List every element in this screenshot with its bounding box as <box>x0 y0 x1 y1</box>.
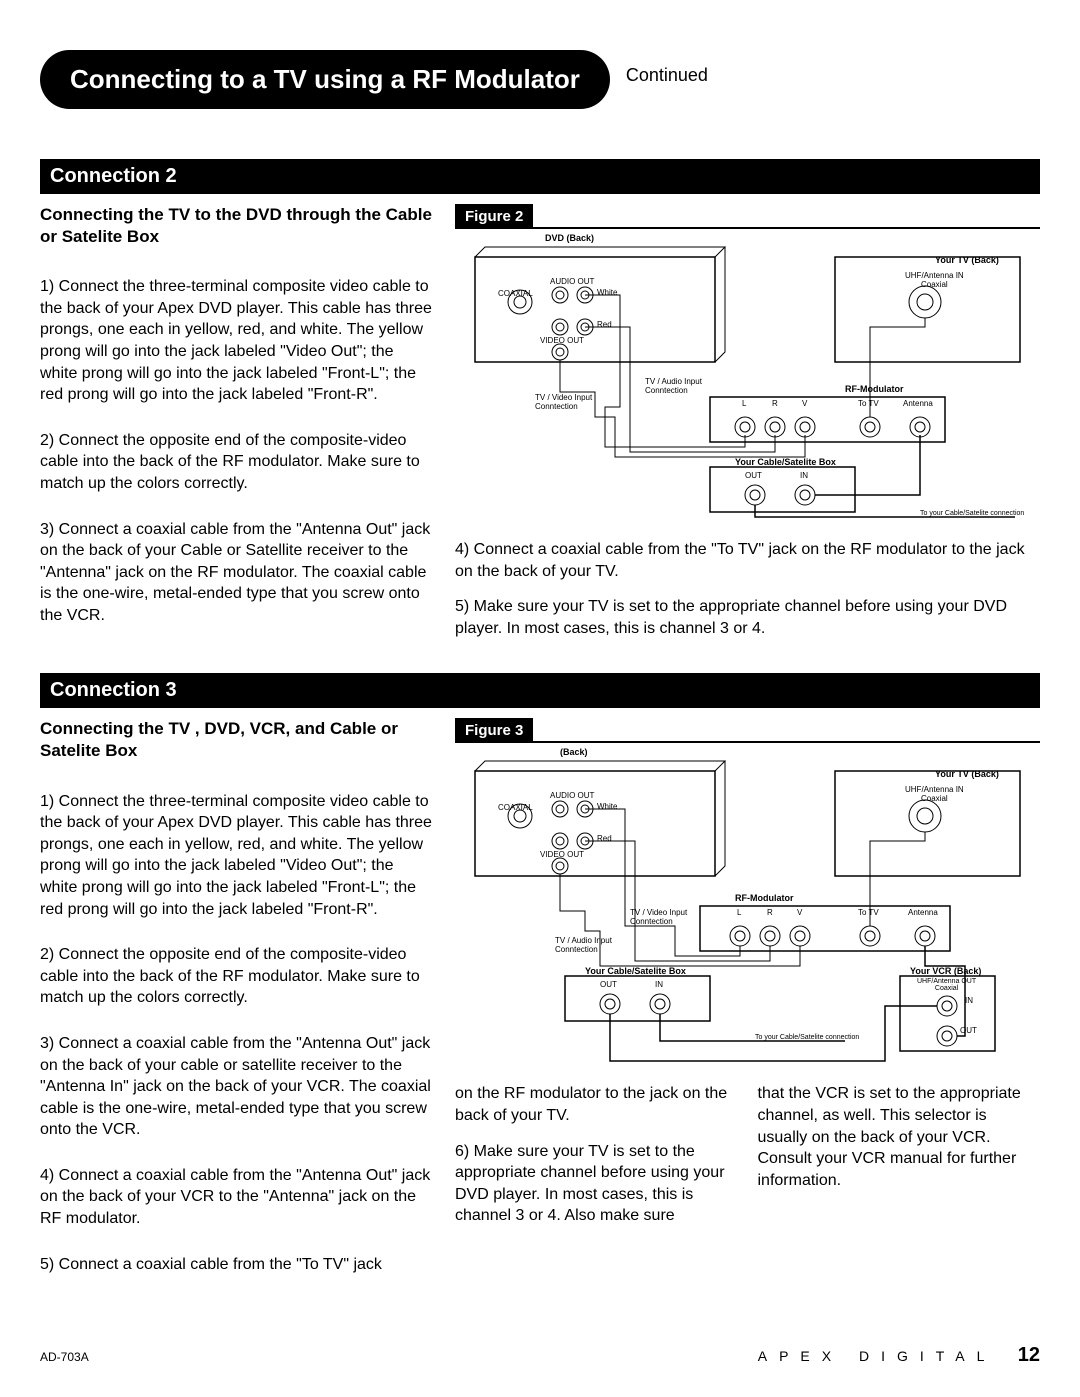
coaxial3: COAXIAL <box>498 803 533 812</box>
page-title-pill: Connecting to a TV using a RF Modulator <box>40 50 610 109</box>
brand-name: APEX DIGITAL <box>758 1348 997 1364</box>
ant3: Antenna <box>908 908 938 917</box>
vcr-label: Your VCR (Back) <box>910 966 981 976</box>
l-label: L <box>742 399 746 408</box>
connection3-col2: on the RF modulator to the jack on the b… <box>455 1083 738 1241</box>
connection3-bar: Connection 3 <box>40 673 1040 708</box>
connection2-step1: 1) Connect the three-terminal composite … <box>40 276 435 406</box>
connection2-bar: Connection 2 <box>40 159 1040 194</box>
figure2-label-row: Figure 2 <box>455 204 1040 229</box>
tocable-label: To your Cable/Satelite connection <box>920 510 1024 517</box>
white3: White <box>597 802 617 811</box>
rf-label: RF-Modulator <box>845 384 904 394</box>
vcrout: OUT <box>960 1026 977 1035</box>
connection3-step2: 2) Connect the opposite end of the compo… <box>40 944 435 1009</box>
cablebox-label3: Your Cable/Satelite Box <box>585 966 686 976</box>
uhf3: UHF/Antenna IN Coaxial <box>905 785 964 803</box>
connection3-right: Figure 3 <box>455 718 1040 1289</box>
figure2-label: Figure 2 <box>455 204 533 229</box>
uhfout3: UHF/Antenna OUT Coaxial <box>917 978 976 992</box>
connection3-step3: 3) Connect a coaxial cable from the "Ant… <box>40 1033 435 1141</box>
tv-label3: Your TV (Back) <box>935 769 999 779</box>
in3: IN <box>655 980 663 989</box>
videoout3: VIDEO OUT <box>540 850 584 859</box>
page-header: Connecting to a TV using a RF Modulator … <box>40 50 1040 109</box>
connection3-col3: that the VCR is set to the appropriate c… <box>758 1083 1041 1241</box>
audioout3: AUDIO OUT <box>550 791 594 800</box>
c3-col3-p1: that the VCR is set to the appropriate c… <box>758 1083 1041 1191</box>
v3: V <box>797 908 802 917</box>
connection3-body: Connecting the TV , DVD, VCR, and Cable … <box>40 718 1040 1289</box>
tocable3: To your Cable/Satelite connection <box>755 1034 859 1041</box>
c3-col2-p2: 6) Make sure your TV is set to the appro… <box>455 1141 738 1227</box>
connection2-step3: 3) Connect a coaxial cable from the "Ant… <box>40 519 435 627</box>
page-number: 12 <box>1018 1344 1040 1366</box>
red-label: Red <box>597 320 612 329</box>
tvvideo-label: TV / Video Input Conntection <box>535 393 592 411</box>
l3: L <box>737 908 741 917</box>
v-label: V <box>802 399 807 408</box>
out-label: OUT <box>745 471 762 480</box>
tvvid3: TV / Video Input Conntection <box>630 908 687 926</box>
red3: Red <box>597 834 612 843</box>
connection2-subheading: Connecting the TV to the DVD through the… <box>40 204 435 248</box>
connection2-body: Connecting the TV to the DVD through the… <box>40 204 1040 653</box>
c3-col2-p1: on the RF modulator to the jack on the b… <box>455 1083 738 1126</box>
in-label: IN <box>800 471 808 480</box>
connection3-step5: 5) Connect a coaxial cable from the "To … <box>40 1254 435 1276</box>
rf-label3: RF-Modulator <box>735 893 794 903</box>
continued-label: Continued <box>626 65 708 86</box>
connection2-step4: 4) Connect a coaxial cable from the "To … <box>455 539 1040 582</box>
r-label: R <box>772 399 778 408</box>
totv-label: To TV <box>858 399 879 408</box>
connection2-step5: 5) Make sure your TV is set to the appro… <box>455 596 1040 639</box>
figure3-diagram: (Back) Your TV (Back) RF-Modulator Your … <box>455 751 1035 1071</box>
totv3: To TV <box>858 908 879 917</box>
connection3-left: Connecting the TV , DVD, VCR, and Cable … <box>40 718 435 1289</box>
tvaud3: TV / Audio Input Conntection <box>555 936 612 954</box>
figure2-diagram: DVD (Back) Your TV (Back) RF-Modulator Y… <box>455 237 1035 527</box>
connection3-step4: 4) Connect a coaxial cable from the "Ant… <box>40 1165 435 1230</box>
video-out-label: VIDEO OUT <box>540 336 584 345</box>
page-footer: AD-703A APEX DIGITAL 12 <box>40 1344 1040 1367</box>
figure3-label-row: Figure 3 <box>455 718 1040 743</box>
cablebox-label: Your Cable/Satelite Box <box>735 457 836 467</box>
connection2-step2: 2) Connect the opposite end of the compo… <box>40 430 435 495</box>
connection3-step1: 1) Connect the three-terminal composite … <box>40 791 435 921</box>
audio-out-label: AUDIO OUT <box>550 277 594 286</box>
white-label: White <box>597 288 617 297</box>
connection2-right: Figure 2 <box>455 204 1040 653</box>
tv-label: Your TV (Back) <box>935 255 999 265</box>
coaxial-label: COAXIAL <box>498 289 533 298</box>
tvaudio-label: TV / Audio Input Conntection <box>645 377 702 395</box>
connection3-subheading: Connecting the TV , DVD, VCR, and Cable … <box>40 718 435 762</box>
antenna-label: Antenna <box>903 399 933 408</box>
connection2-left: Connecting the TV to the DVD through the… <box>40 204 435 653</box>
uhf-label: UHF/Antenna IN Coaxial <box>905 271 964 289</box>
model-number: AD-703A <box>40 1350 89 1364</box>
out3: OUT <box>600 980 617 989</box>
figure3-label: Figure 3 <box>455 718 533 743</box>
back-label: (Back) <box>560 747 588 757</box>
r3: R <box>767 908 773 917</box>
dvd-label: DVD (Back) <box>545 233 594 243</box>
vcrin: IN <box>965 996 973 1005</box>
connection3-bottom-cols: on the RF modulator to the jack on the b… <box>455 1083 1040 1241</box>
